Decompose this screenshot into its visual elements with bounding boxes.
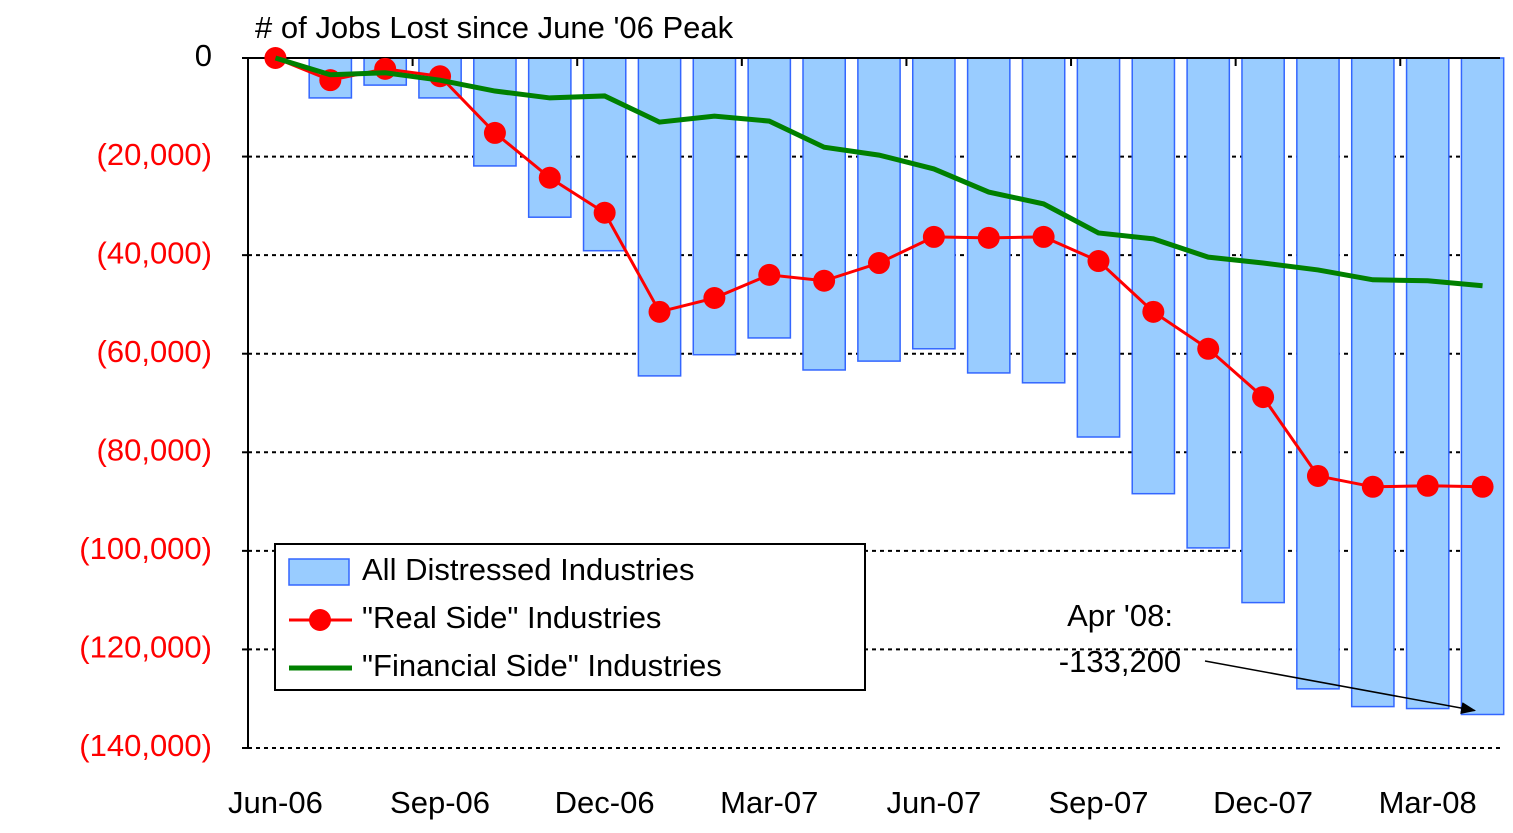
line-marker xyxy=(703,287,726,310)
bar xyxy=(1296,57,1340,690)
x-tick-label: Dec-07 xyxy=(1213,785,1313,820)
x-tick-label: Jun-06 xyxy=(228,785,323,820)
legend-marker xyxy=(309,609,331,631)
bar xyxy=(1460,57,1505,716)
line-marker xyxy=(977,226,1000,249)
line-marker xyxy=(868,252,890,275)
bar xyxy=(1021,57,1066,384)
x-tick-label: Sep-07 xyxy=(1048,785,1148,820)
line-series xyxy=(274,55,1483,289)
bar xyxy=(637,57,682,377)
x-tick-label: Mar-07 xyxy=(720,785,818,820)
bar xyxy=(473,57,517,167)
legend-label: "Real Side" Industries xyxy=(362,600,661,635)
line-marker xyxy=(1142,300,1165,323)
bar xyxy=(527,57,572,218)
legend-label: "Financial Side" Industries xyxy=(362,648,722,683)
line-marker xyxy=(593,201,616,224)
bar xyxy=(1076,57,1121,438)
bar xyxy=(1350,57,1395,708)
legend-label: All Distressed Industries xyxy=(362,552,695,587)
line-marker xyxy=(813,269,836,292)
y-tick-label: (100,000) xyxy=(79,531,212,566)
bar xyxy=(747,57,792,339)
y-tick-label: 0 xyxy=(195,38,212,73)
line-marker xyxy=(1032,225,1055,248)
annotation-arrow xyxy=(1204,660,1477,714)
line-marker xyxy=(1416,474,1439,497)
line-marker xyxy=(1361,475,1384,498)
y-tick-label: (60,000) xyxy=(97,334,212,369)
chart-title: # of Jobs Lost since June '06 Peak xyxy=(255,10,734,45)
bar xyxy=(911,57,956,350)
line-marker xyxy=(538,166,561,189)
line-marker xyxy=(374,57,397,80)
bar xyxy=(1405,57,1450,710)
x-tick-label: Dec-06 xyxy=(555,785,655,820)
line-marker xyxy=(1252,386,1275,409)
legend-swatch xyxy=(288,558,350,586)
bar xyxy=(1241,57,1285,604)
line-marker xyxy=(483,121,506,144)
line-marker xyxy=(1197,337,1220,360)
line-marker xyxy=(1471,475,1494,498)
bar xyxy=(692,57,737,356)
annotation-text: Apr '08: xyxy=(1067,598,1173,633)
line-marker xyxy=(922,225,945,248)
y-tick-label: (80,000) xyxy=(97,432,212,467)
bar xyxy=(1131,57,1176,495)
legend-box xyxy=(274,543,866,691)
x-tick-label: Sep-06 xyxy=(390,785,490,820)
y-tick-label: (40,000) xyxy=(97,235,212,270)
y-tick-label: (20,000) xyxy=(97,137,212,172)
x-tick-label: Jun-07 xyxy=(886,785,981,820)
bar xyxy=(802,57,847,371)
line-marker xyxy=(648,300,671,323)
line-marker xyxy=(1306,464,1329,487)
x-tick-label: Mar-08 xyxy=(1379,785,1477,820)
line-marker xyxy=(1087,250,1110,273)
y-tick-label: (120,000) xyxy=(79,630,212,665)
bar xyxy=(1186,57,1231,549)
annotation-text: -133,200 xyxy=(1059,644,1181,679)
bar xyxy=(857,57,901,362)
line-marker xyxy=(758,263,781,286)
y-tick-label: (140,000) xyxy=(79,728,212,763)
bar xyxy=(966,57,1011,374)
